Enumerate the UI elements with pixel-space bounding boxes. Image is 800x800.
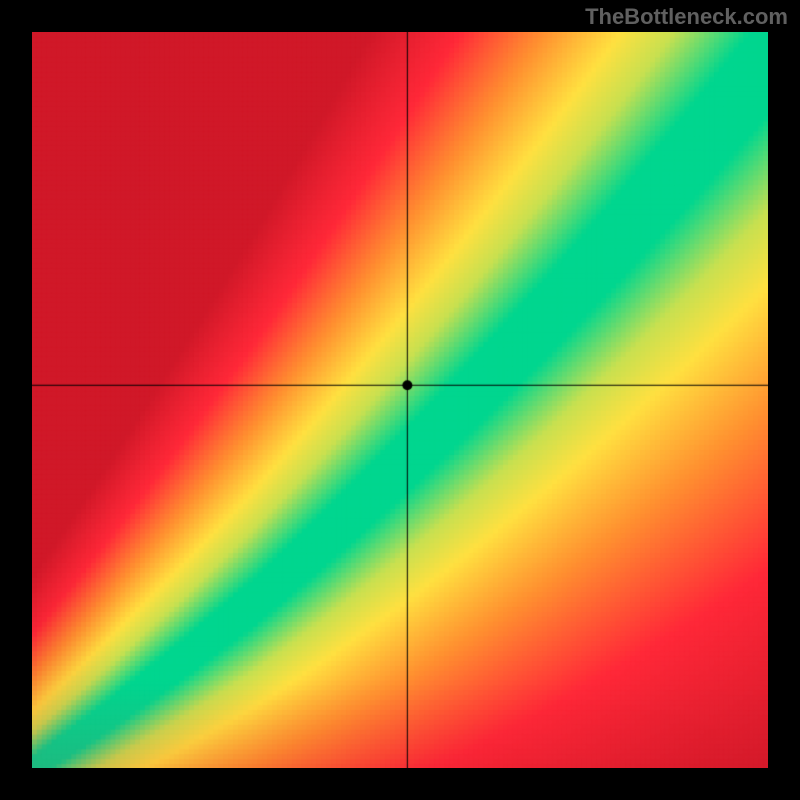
chart-container: TheBottleneck.com (0, 0, 800, 800)
heatmap-plot (32, 32, 768, 768)
heatmap-canvas (32, 32, 768, 768)
watermark-text: TheBottleneck.com (585, 4, 788, 30)
